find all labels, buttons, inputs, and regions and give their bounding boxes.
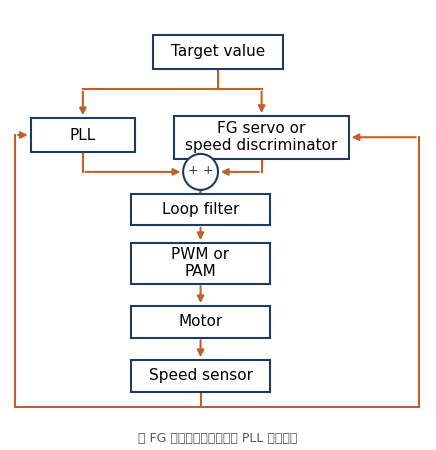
Text: Speed sensor: Speed sensor (149, 368, 252, 383)
FancyBboxPatch shape (31, 118, 135, 152)
Circle shape (183, 154, 218, 190)
Text: PWM or
PAM: PWM or PAM (171, 247, 230, 279)
FancyBboxPatch shape (153, 35, 283, 68)
Text: +: + (187, 164, 198, 177)
Text: FG servo or
speed discriminator: FG servo or speed discriminator (185, 121, 338, 153)
FancyBboxPatch shape (131, 360, 270, 392)
FancyBboxPatch shape (131, 306, 270, 338)
Text: +: + (203, 164, 214, 177)
Text: 带 FG 伺服或速度鉴别器的 PLL 控制框图: 带 FG 伺服或速度鉴别器的 PLL 控制框图 (138, 432, 298, 445)
Text: PLL: PLL (70, 127, 96, 143)
FancyBboxPatch shape (174, 116, 349, 159)
Text: Target value: Target value (171, 44, 265, 59)
Text: Loop filter: Loop filter (162, 202, 239, 217)
FancyBboxPatch shape (131, 243, 270, 284)
FancyBboxPatch shape (131, 194, 270, 225)
Text: Motor: Motor (178, 314, 223, 329)
